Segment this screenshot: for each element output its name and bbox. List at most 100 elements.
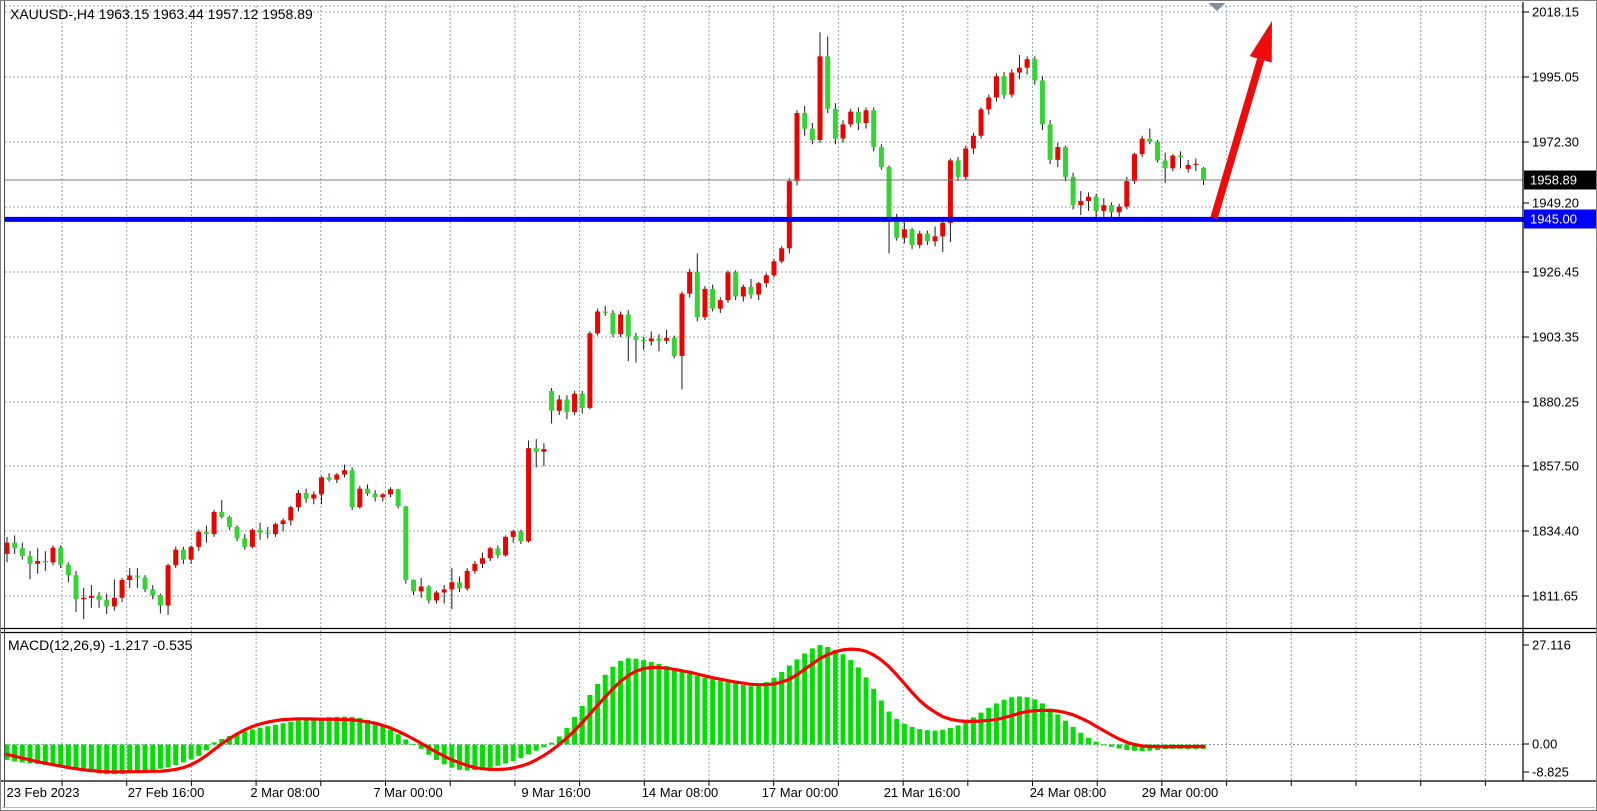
candle xyxy=(717,297,723,313)
symbol-marker-triangle[interactable] xyxy=(1208,3,1226,11)
macd-bar xyxy=(295,720,301,745)
level-lines[interactable] xyxy=(5,179,1597,222)
candle-body xyxy=(403,506,409,580)
candle xyxy=(4,536,10,563)
macd-bar xyxy=(710,679,716,745)
candle-body xyxy=(318,477,324,495)
macd-bar xyxy=(50,744,56,767)
up-arrow-shaft[interactable] xyxy=(1210,58,1265,220)
chart-title: XAUUSD-,H4 1963.15 1963.44 1957.12 1958.… xyxy=(10,6,313,22)
macd-bar xyxy=(334,716,340,745)
candle xyxy=(1170,154,1176,172)
candle-body xyxy=(487,548,493,559)
macd-bar xyxy=(341,716,347,745)
macd-bar xyxy=(533,744,539,751)
time-axis-label: 7 Mar 00:00 xyxy=(373,785,442,800)
candle-body xyxy=(27,556,33,564)
candle xyxy=(418,578,424,598)
current-price-tag: 1958.89 xyxy=(1524,170,1596,190)
candle-body xyxy=(671,337,677,357)
candle xyxy=(963,145,969,180)
macd-bar xyxy=(364,719,370,745)
candle xyxy=(549,388,555,424)
price-axis-label: 1926.45 xyxy=(1532,265,1579,280)
candle xyxy=(487,546,493,561)
candle-body xyxy=(503,536,509,556)
candle-body xyxy=(127,575,133,580)
candle xyxy=(1193,158,1199,172)
macd-bar xyxy=(65,744,71,769)
candle-body xyxy=(1185,164,1191,169)
candle-body xyxy=(595,311,601,334)
candle-body xyxy=(173,549,179,566)
candle xyxy=(388,487,393,498)
macd-bar xyxy=(855,667,861,745)
candle-body xyxy=(978,109,984,136)
candlestick-series xyxy=(4,32,1207,620)
time-axis-label: 23 Feb 2023 xyxy=(6,785,79,800)
macd-bar xyxy=(541,744,547,748)
candle-body xyxy=(924,233,930,242)
candle xyxy=(633,332,639,363)
candle-body xyxy=(1001,76,1007,95)
macd-bar xyxy=(403,739,409,745)
macd-bar xyxy=(58,744,64,768)
macd-bar xyxy=(257,727,263,745)
candle xyxy=(311,491,317,505)
candle-body xyxy=(1078,200,1084,206)
candle xyxy=(1101,198,1107,217)
candle xyxy=(656,334,662,352)
candle xyxy=(863,107,869,129)
candle-body xyxy=(165,565,171,606)
candle xyxy=(610,310,616,338)
candle-body xyxy=(564,399,570,413)
candle xyxy=(411,579,417,596)
candle xyxy=(288,505,294,526)
price-axis-label: 1880.25 xyxy=(1532,395,1579,410)
candle xyxy=(50,545,56,566)
candle xyxy=(81,587,87,620)
candle-body xyxy=(963,148,969,177)
macd-bar xyxy=(932,730,938,745)
macd-bar xyxy=(671,668,677,745)
macd-bar xyxy=(963,721,969,745)
candle xyxy=(1016,54,1022,80)
candle-body xyxy=(602,311,608,313)
macd-histogram xyxy=(4,645,1207,775)
candle-body xyxy=(1093,196,1099,211)
macd-bar xyxy=(625,658,631,745)
price-axis[interactable]: 2018.15 1995.05 1972.30 1949.20 1926.45 1903.… xyxy=(1523,5,1579,604)
candle-body xyxy=(1116,206,1122,213)
candle-body xyxy=(848,111,854,125)
support-line[interactable] xyxy=(5,216,1597,222)
macd-bar xyxy=(272,724,278,745)
candle-body xyxy=(809,128,815,140)
current-price-value: 1958.89 xyxy=(1530,173,1577,188)
candle-body xyxy=(625,314,631,337)
candle-body xyxy=(587,333,593,408)
annotation-layer[interactable] xyxy=(1208,3,1273,220)
candle xyxy=(211,509,217,537)
up-arrow-head[interactable] xyxy=(1249,21,1272,63)
candle-body xyxy=(1047,124,1053,160)
candle xyxy=(119,578,125,603)
macd-bar xyxy=(809,648,815,745)
time-axis[interactable]: 23 Feb 2023 27 Feb 16:00 2 Mar 08:00 7 Mar … xyxy=(6,781,1486,800)
macd-bar xyxy=(104,744,110,775)
candle-body xyxy=(249,529,255,547)
macd-bar xyxy=(633,658,639,745)
candle-body xyxy=(917,233,923,245)
candle xyxy=(710,284,716,312)
candle-body xyxy=(303,492,309,499)
candle-body xyxy=(1162,160,1168,169)
candle xyxy=(249,528,255,549)
candle xyxy=(334,473,340,484)
macd-axis[interactable]: 27.116 0.00 -8.825 xyxy=(1523,638,1571,780)
candle xyxy=(848,108,854,128)
candle-body xyxy=(411,579,417,592)
candle xyxy=(426,585,432,604)
candle xyxy=(1039,76,1045,131)
candle xyxy=(372,490,378,502)
candle-body xyxy=(311,494,317,499)
candle-body xyxy=(219,511,225,518)
